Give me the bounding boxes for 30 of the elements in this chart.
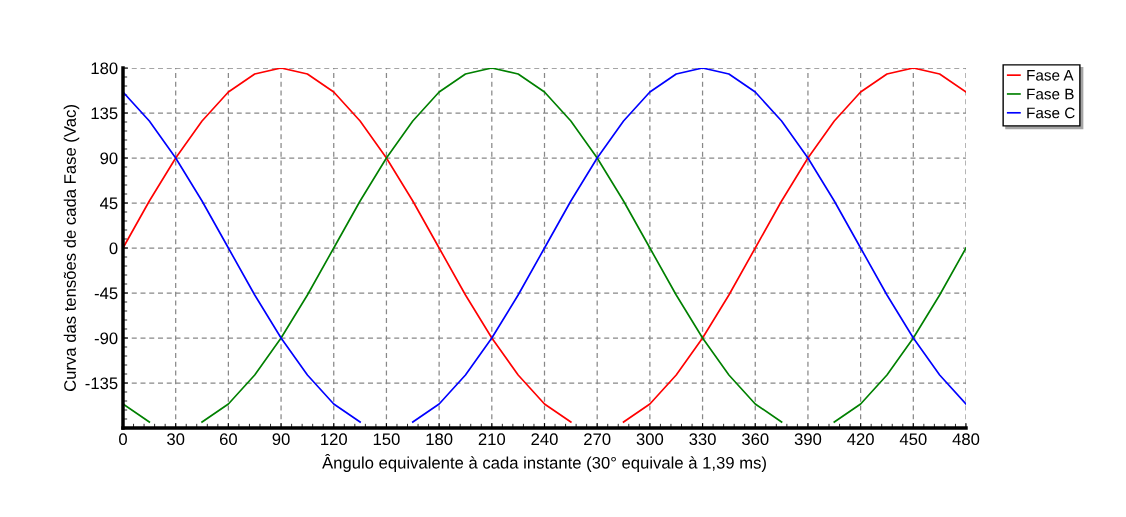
x-tick-label: 90 bbox=[272, 433, 290, 446]
y-tick-label: -135 bbox=[85, 377, 118, 390]
x-tick-label: 30 bbox=[167, 433, 185, 446]
x-tick-label: 480 bbox=[952, 433, 980, 446]
x-tick-label: 210 bbox=[478, 433, 506, 446]
y-tick-label: 90 bbox=[100, 152, 118, 165]
x-tick-label: 60 bbox=[219, 433, 237, 446]
legend-label: Fase B bbox=[1027, 88, 1074, 100]
x-tick-label: 270 bbox=[584, 433, 611, 446]
x-tick-label: 450 bbox=[899, 433, 927, 446]
y-tick-label: 45 bbox=[99, 197, 118, 210]
y-tick-label: -45 bbox=[94, 287, 118, 300]
y-tick-label: -90 bbox=[94, 332, 118, 345]
x-tick-label: 120 bbox=[321, 433, 347, 446]
x-axis-title: Ângulo equivalente à cada instante (30° equivale à 1,39 ms) bbox=[322, 453, 766, 472]
y-axis-title: Curva das tensões de cada Fase (Vac) bbox=[63, 105, 80, 392]
x-tick-label: 150 bbox=[373, 433, 400, 446]
x-tick-label: 240 bbox=[531, 433, 558, 446]
y-tick-label: 135 bbox=[91, 107, 118, 120]
legend-label: Fase A bbox=[1027, 69, 1074, 81]
y-tick-label: 0 bbox=[109, 242, 118, 255]
y-tick-label: 180 bbox=[91, 62, 118, 75]
x-tick-label: 180 bbox=[426, 433, 453, 446]
x-tick-label: 420 bbox=[847, 433, 874, 446]
x-tick-label: 330 bbox=[689, 433, 716, 446]
x-tick-label: 0 bbox=[119, 433, 127, 446]
x-tick-label: 390 bbox=[794, 433, 822, 446]
x-tick-label: 300 bbox=[636, 433, 664, 446]
x-tick-label: 360 bbox=[741, 433, 769, 446]
legend-label: Fase C bbox=[1027, 107, 1075, 119]
